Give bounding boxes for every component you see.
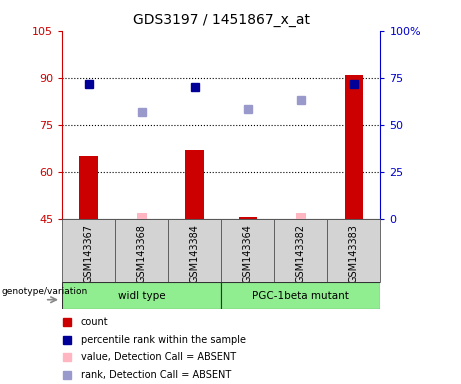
Text: value, Detection Call = ABSENT: value, Detection Call = ABSENT <box>81 353 236 362</box>
Bar <box>62 219 115 282</box>
Text: GSM143368: GSM143368 <box>137 224 147 283</box>
Bar <box>168 219 221 282</box>
Text: percentile rank within the sample: percentile rank within the sample <box>81 334 246 344</box>
Bar <box>136 213 147 219</box>
Title: GDS3197 / 1451867_x_at: GDS3197 / 1451867_x_at <box>133 13 310 27</box>
Bar <box>185 150 204 219</box>
Bar <box>115 219 168 282</box>
Text: count: count <box>81 317 108 327</box>
Bar <box>221 282 380 309</box>
Bar <box>238 217 257 219</box>
Bar <box>221 219 274 282</box>
Text: widl type: widl type <box>118 291 165 301</box>
Text: GSM143382: GSM143382 <box>296 224 306 283</box>
Bar <box>274 219 327 282</box>
Text: PGC-1beta mutant: PGC-1beta mutant <box>252 291 349 301</box>
Bar <box>79 156 98 219</box>
Text: genotype/variation: genotype/variation <box>1 287 88 296</box>
Text: GSM143364: GSM143364 <box>243 224 253 283</box>
Bar <box>296 213 306 219</box>
Text: GSM143383: GSM143383 <box>349 224 359 283</box>
Text: rank, Detection Call = ABSENT: rank, Detection Call = ABSENT <box>81 370 231 380</box>
Bar <box>62 282 221 309</box>
Bar <box>344 74 363 219</box>
Text: GSM143367: GSM143367 <box>84 224 94 283</box>
Text: GSM143384: GSM143384 <box>190 224 200 283</box>
Bar <box>327 219 380 282</box>
